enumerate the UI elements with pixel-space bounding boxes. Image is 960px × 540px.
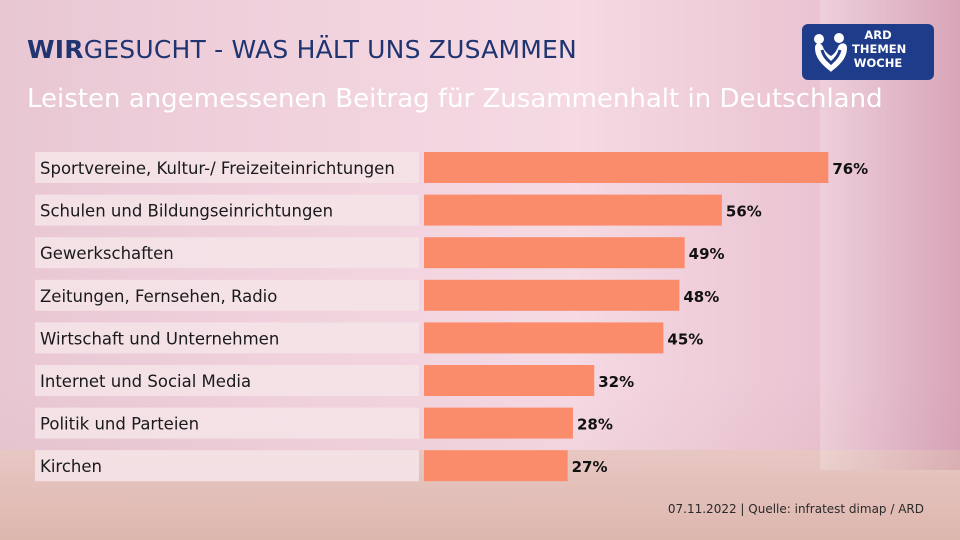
bar	[424, 365, 595, 396]
category-label-bg	[35, 152, 419, 183]
category-label-bg	[35, 279, 419, 311]
category-label-bg	[35, 407, 419, 439]
bar	[424, 279, 680, 311]
value-label: 32%	[598, 373, 634, 391]
logo-line-themen: THEMEN	[852, 42, 907, 56]
ard-themenwoche-logo: ARD THEMEN WOCHE	[802, 24, 934, 80]
category-label: Politik und Parteien	[40, 415, 199, 434]
ard-themenwoche-logo-icon	[814, 33, 847, 72]
value-label: 48%	[683, 288, 719, 306]
bar	[424, 407, 573, 439]
category-label-bg	[35, 237, 419, 269]
category-label-bg	[35, 322, 419, 354]
bar	[424, 450, 568, 482]
value-label: 56%	[726, 203, 762, 221]
chart-title: Leisten angemessenen Beitrag für Zusamme…	[27, 84, 883, 114]
category-label-bg	[35, 450, 419, 482]
bar	[424, 152, 829, 183]
category-label: Zeitungen, Fernsehen, Radio	[40, 287, 277, 306]
logo-line-woche: WOCHE	[853, 56, 903, 70]
value-label: 49%	[689, 245, 725, 263]
bar	[424, 194, 722, 226]
category-label: Internet und Social Media	[40, 372, 251, 391]
bar	[424, 322, 664, 354]
header-brand: WIR	[27, 35, 84, 64]
category-label: Wirtschaft und Unternehmen	[40, 329, 279, 348]
source-note: 07.11.2022 | Quelle: infratest dimap / A…	[667, 502, 924, 516]
category-label: Sportvereine, Kultur-/ Freizeiteinrichtu…	[40, 159, 395, 178]
value-label: 76%	[832, 160, 868, 178]
logo-text: ARD THEMEN WOCHE	[852, 28, 907, 70]
logo-line-ard: ARD	[864, 28, 892, 42]
category-label: Schulen und Bildungseinrichtungen	[40, 202, 333, 221]
header-title: GESUCHT - WAS HÄLT UNS ZUSAMMEN	[83, 35, 577, 64]
value-label: 27%	[572, 458, 608, 476]
category-label-bg	[35, 365, 419, 396]
bar	[424, 237, 685, 269]
category-label: Gewerkschaften	[40, 244, 174, 263]
value-label: 45%	[667, 330, 703, 348]
value-label: 28%	[577, 416, 613, 434]
category-label: Kirchen	[40, 457, 102, 476]
category-label-bg	[35, 194, 419, 226]
page-header: WIRGESUCHT - WAS HÄLT UNS ZUSAMMEN	[27, 35, 577, 64]
